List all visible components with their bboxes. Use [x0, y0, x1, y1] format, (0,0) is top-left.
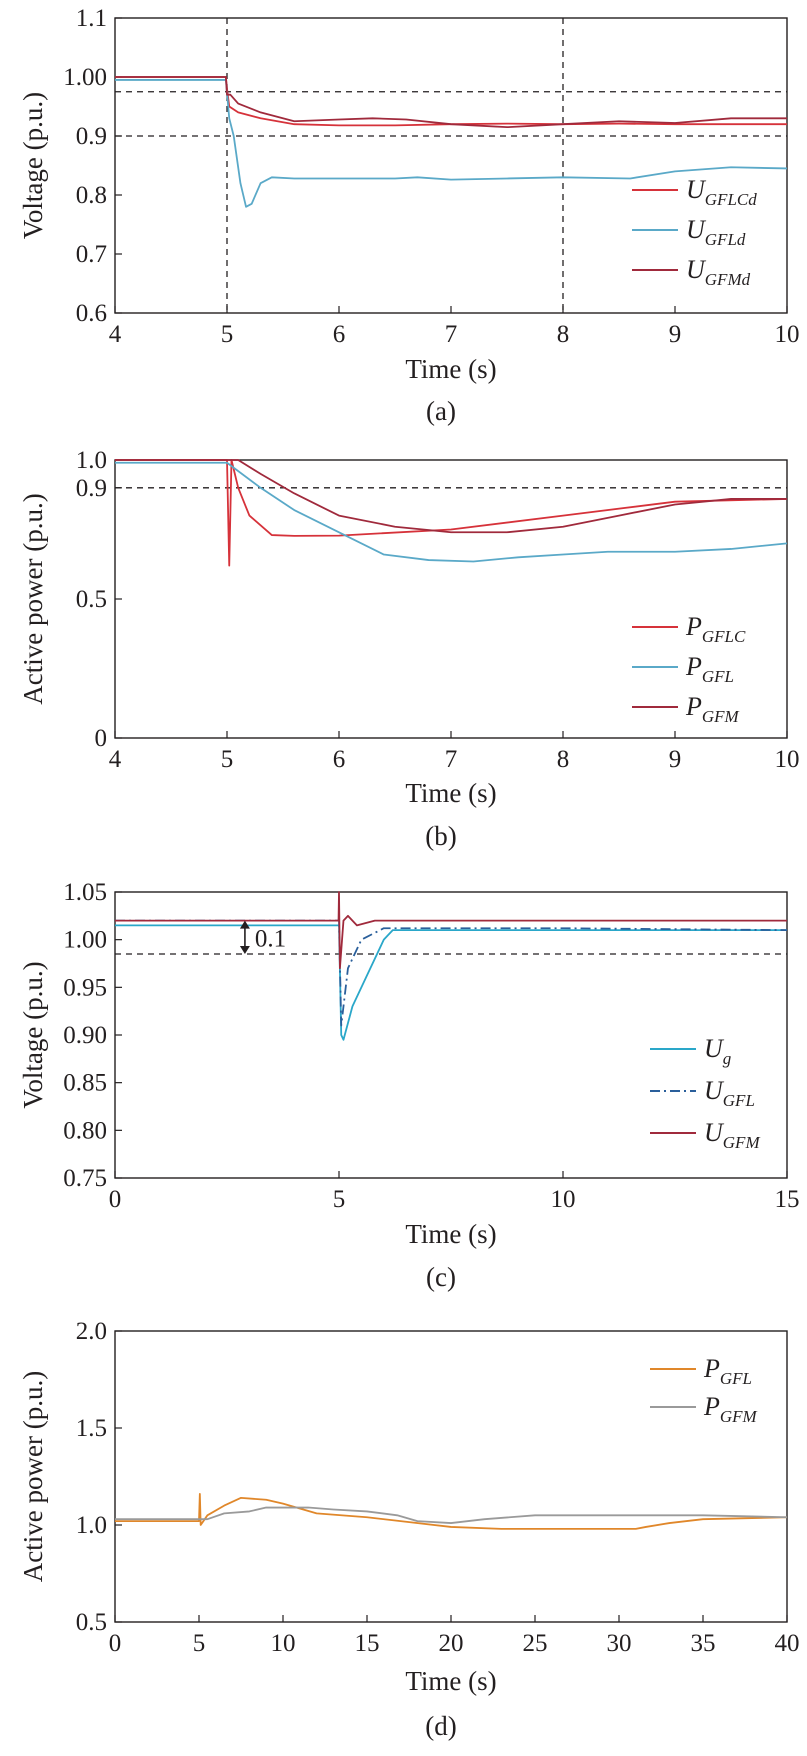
- y-tick-label: 0.95: [63, 974, 107, 1001]
- y-tick-label: 1.0: [76, 447, 107, 474]
- x-tick-label: 5: [221, 746, 234, 773]
- x-tick-label: 10: [551, 1186, 576, 1213]
- x-tick-label: 0: [109, 1630, 122, 1657]
- series-line-u-gflcd: [115, 76, 787, 127]
- x-tick-label: 0: [109, 1186, 122, 1213]
- chart-panel-3: 0 5 10 15 0.75 0.80 0.85 0.90 0.95 1.00 1.05 0.1 Tim…: [18, 879, 800, 1292]
- x-tick-label: 40: [775, 1630, 800, 1657]
- y-tick-label: 0.8: [76, 182, 107, 209]
- x-tick-label: 8: [557, 746, 570, 773]
- legend-entry: UGFLCd: [686, 175, 757, 209]
- legend-entry: PGFM: [703, 1392, 758, 1426]
- y-tick-label: 0.6: [76, 300, 107, 327]
- arrowhead-down-icon: [239, 945, 250, 954]
- x-tick-label: 6: [333, 746, 346, 773]
- y-tick-label: 0.5: [76, 586, 107, 613]
- y-tick-label: 0.9: [76, 123, 107, 150]
- y-tick-label: 0.75: [63, 1165, 107, 1192]
- y-tick-label: 0: [95, 725, 108, 752]
- y-tick-label: 0.9: [76, 475, 107, 502]
- series-line-u-gfmd: [115, 76, 787, 129]
- y-tick-label: 1.0: [76, 1512, 107, 1539]
- series-line-p-gfm: [115, 459, 787, 534]
- legend-entry: PGFM: [685, 692, 740, 726]
- x-axis-label: Time (s): [405, 778, 496, 808]
- y-tick-label: 2.0: [76, 1318, 107, 1345]
- arrowhead-up-icon: [239, 920, 250, 929]
- y-tick-label: 0.80: [63, 1117, 107, 1144]
- x-axis-label: Time (s): [405, 354, 496, 384]
- legend-entry: PGFL: [703, 1354, 752, 1388]
- legend-entry: PGFL: [685, 652, 734, 686]
- x-tick-label: 4: [109, 321, 122, 348]
- y-tick-label: 1.00: [63, 64, 107, 91]
- y-tick-label: 0.85: [63, 1070, 107, 1097]
- y-tick-label: 1.05: [63, 879, 107, 906]
- legend-entry: UGFM: [704, 1118, 760, 1152]
- x-tick-label: 6: [333, 321, 346, 348]
- legend-entry: PGFLC: [685, 612, 746, 646]
- x-tick-label: 5: [221, 321, 234, 348]
- x-axis-label: Time (s): [405, 1666, 496, 1696]
- x-tick-label: 35: [691, 1630, 716, 1657]
- panel-label: (b): [425, 821, 456, 851]
- x-tick-label: 8: [557, 321, 570, 348]
- plot-frame: [114, 891, 788, 1179]
- annotation-label: 0.1: [255, 925, 286, 952]
- y-axis-label: Active power (p.u.): [18, 1371, 48, 1582]
- series-line-u-gfld: [115, 79, 787, 208]
- plot-frame: [114, 1330, 788, 1623]
- y-tick-label: 1.1: [76, 5, 107, 32]
- series-line-p-gfl: [115, 461, 787, 563]
- x-tick-label: 4: [109, 746, 122, 773]
- series-line-p-gfm: [115, 1506, 787, 1524]
- x-tick-label: 20: [439, 1630, 464, 1657]
- series-line-u-gfm: [115, 891, 787, 970]
- x-tick-label: 10: [271, 1630, 296, 1657]
- series-line-p-gfl: [115, 1493, 787, 1530]
- y-axis-label: Active power (p.u.): [18, 493, 48, 704]
- legend-entry: UGFL: [704, 1076, 755, 1110]
- y-tick-label: 0.90: [63, 1022, 107, 1049]
- series-line-p-gflc: [115, 459, 787, 567]
- panel-label: (a): [426, 396, 456, 426]
- legend-entry: UGFLd: [686, 215, 746, 249]
- panel-label: (c): [426, 1262, 456, 1292]
- x-tick-label: 10: [775, 746, 800, 773]
- x-tick-label: 10: [775, 321, 800, 348]
- x-tick-label: 5: [193, 1630, 206, 1657]
- x-tick-label: 15: [355, 1630, 380, 1657]
- chart-panel-4: 0 5 10 15 20 25 30 35 40 0.5 1.0 1.5 2.0 Time (s) Acti…: [18, 1318, 800, 1741]
- y-axis-label: Voltage (p.u.): [18, 961, 48, 1108]
- legend-entry: UGFMd: [686, 255, 751, 289]
- x-axis-label: Time (s): [405, 1219, 496, 1249]
- legend-entry: Ug: [704, 1034, 731, 1068]
- chart-panel-2: 4 5 6 7 8 9 10 0 0.5 0.91.0 Time (s) Active power (…: [18, 447, 800, 851]
- y-tick-label: 1.00: [63, 927, 107, 954]
- x-tick-label: 7: [445, 746, 458, 773]
- y-tick-label: 1.5: [76, 1415, 107, 1442]
- x-tick-label: 5: [333, 1186, 346, 1213]
- y-axis-label: Voltage (p.u.): [18, 92, 48, 239]
- x-tick-label: 25: [523, 1630, 548, 1657]
- x-tick-label: 30: [607, 1630, 632, 1657]
- x-tick-label: 7: [445, 321, 458, 348]
- x-tick-label: 9: [669, 321, 682, 348]
- series-line-u-gfl: [115, 919, 787, 1027]
- series-line-u-g: [115, 924, 787, 1041]
- y-tick-label: 0.5: [76, 1609, 107, 1636]
- chart-panel-1: 4 5 6 7 8 9 10 0.6 0.7 0.8 0.9 1.00 1.1 Time (s) Volta…: [18, 5, 800, 426]
- x-tick-label: 15: [775, 1186, 800, 1213]
- x-tick-label: 9: [669, 746, 682, 773]
- panel-label: (d): [425, 1711, 456, 1741]
- y-tick-label: 0.7: [76, 241, 107, 268]
